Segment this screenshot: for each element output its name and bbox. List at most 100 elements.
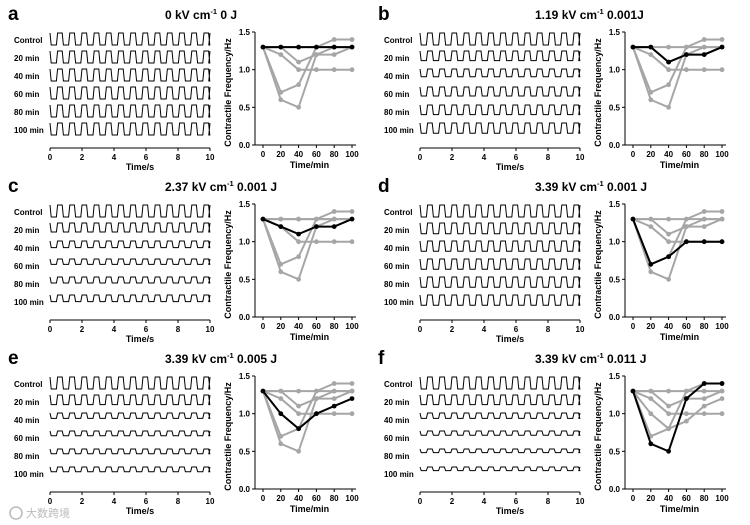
trace-x-tick-label: 2 (450, 497, 455, 506)
series-highlighted-point (701, 239, 707, 245)
trace-line (49, 50, 211, 64)
series-ref-5-point (684, 388, 689, 394)
trace-row-label: 80 min (14, 280, 39, 289)
series-ref-4-point (701, 224, 707, 229)
trace-row-label: 60 min (14, 262, 39, 271)
trace-row-label: 20 min (14, 398, 39, 407)
trace-line (419, 294, 581, 306)
trace-x-tick-label: 10 (206, 153, 215, 162)
y-axis-label: Contractile Frequency/Hz (593, 382, 603, 491)
x-tick-label: 60 (682, 322, 691, 331)
panel-title-exp: -1 (597, 179, 604, 188)
series-ref-3-point (701, 411, 707, 417)
trace-row-label: 20 min (384, 398, 409, 407)
y-axis-label: Contractile Frequency/Hz (593, 210, 603, 319)
series-ref-2-point (296, 104, 301, 110)
trace-x-tick-label: 10 (576, 325, 585, 334)
trace-line (419, 376, 581, 390)
series-highlighted-point (684, 396, 689, 401)
trace-line (419, 32, 581, 46)
series-ref-3-point (666, 239, 671, 245)
x-tick-label: 100 (345, 322, 359, 331)
series-ref-2-point (296, 276, 301, 282)
series-ref-1-point (331, 381, 337, 386)
series-ref-2-point (296, 448, 301, 454)
trace-row-label: 100 min (14, 298, 44, 307)
series-ref-3-line (262, 390, 352, 415)
trace-line (49, 448, 211, 455)
trace-x-tick-label: 0 (418, 497, 423, 506)
trace-x-tick-label: 4 (112, 497, 117, 506)
y-tick-label: 1.0 (609, 66, 621, 75)
y-tick-label: 1.5 (239, 28, 251, 37)
trace-row-label: 80 min (14, 452, 39, 461)
trace-x-tick-label: 4 (112, 153, 117, 162)
trace-row-label: 100 min (14, 126, 44, 135)
series-ref-1-line (262, 38, 352, 94)
series-ref-1-line (262, 382, 352, 438)
series-ref-3-line (632, 390, 722, 415)
series-ref-2-point (719, 396, 725, 401)
series-highlighted-point (630, 216, 636, 222)
trace-x-tick-label: 0 (48, 497, 53, 506)
trace-row-label: 100 min (384, 298, 414, 307)
series-highlighted-point (296, 44, 301, 50)
y-tick-label: 0.5 (239, 447, 251, 456)
trace-line (49, 222, 211, 233)
watermark-text: 大数跨境 (26, 506, 70, 520)
y-tick-label: 1.5 (239, 200, 251, 209)
x-tick-label: 80 (330, 150, 339, 159)
series-ref-4-line (263, 46, 353, 64)
y-axis-label: Contractile Frequency/Hz (593, 38, 603, 147)
series-ref-5-point (648, 388, 654, 394)
series-ref-1-line (632, 38, 722, 94)
x-tick-label: 0 (631, 150, 636, 159)
trace-row-label: 40 min (14, 416, 39, 425)
trace-row-label: 20 min (384, 54, 409, 63)
x-tick-label: 0 (631, 494, 636, 503)
series-ref-2-line (262, 218, 352, 281)
trace-line (419, 240, 581, 252)
trace-line (49, 258, 211, 265)
series-ref-1-point (349, 209, 355, 214)
panel-c: c 2.37 kV cm-1 0.001 J Control 20 min 40 min… (8, 176, 359, 344)
panel-title: 3.39 kV cm-1 0.001 J (535, 179, 647, 194)
series-ref-4-point (666, 231, 671, 237)
x-tick-label: 60 (682, 494, 691, 503)
trace-x-tick-label: 6 (514, 325, 519, 334)
panel-label: a (8, 4, 19, 25)
series-ref-2-point (684, 418, 689, 424)
trace-x-tick-label: 0 (48, 153, 53, 162)
series-highlighted-point (260, 44, 266, 50)
trace-row-label: 100 min (14, 470, 44, 479)
trace-line (419, 258, 581, 270)
panel-label: d (378, 176, 390, 197)
y-tick-label: 0.0 (239, 313, 251, 322)
series-ref-5-point (648, 216, 654, 222)
series-ref-2-point (701, 403, 707, 409)
trace-line (419, 222, 581, 235)
series-highlighted-point (719, 239, 725, 245)
y-axis-label: Contractile Frequency/Hz (223, 382, 233, 491)
trace-line (419, 50, 581, 62)
series-ref-2-point (648, 411, 654, 417)
x-tick-label: 40 (664, 494, 673, 503)
trace-x-tick-label: 6 (144, 497, 149, 506)
trace-x-tick-label: 2 (80, 153, 85, 162)
panel-title-exp: -1 (227, 179, 234, 188)
trace-line (49, 376, 211, 390)
series-ref-5-point (331, 388, 337, 394)
trace-row-label: Control (14, 36, 42, 45)
trace-line (419, 122, 581, 134)
series-highlighted-point (666, 59, 671, 65)
panel-label: c (8, 176, 19, 197)
series-ref-1-point (666, 82, 671, 88)
trace-x-axis-label: Time/s (496, 162, 524, 172)
trace-row-label: 20 min (14, 54, 39, 63)
series-ref-2-point (666, 426, 671, 432)
x-tick-label: 40 (664, 150, 673, 159)
trace-x-tick-label: 8 (546, 497, 551, 506)
trace-row-label: 100 min (384, 126, 414, 135)
series-ref-2-point (666, 276, 671, 282)
